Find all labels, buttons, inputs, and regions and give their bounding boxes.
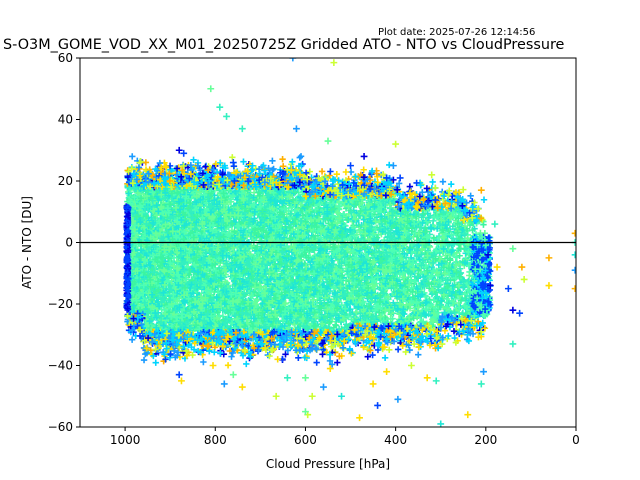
plot-date-text: Plot date: 2025-07-26 12:14:56 — [378, 27, 535, 38]
chart-title: S-O3M_GOME_VOD_XX_M01_20250725Z Gridded … — [3, 37, 565, 53]
scatter-points — [123, 58, 576, 427]
scatter-point — [480, 221, 487, 228]
